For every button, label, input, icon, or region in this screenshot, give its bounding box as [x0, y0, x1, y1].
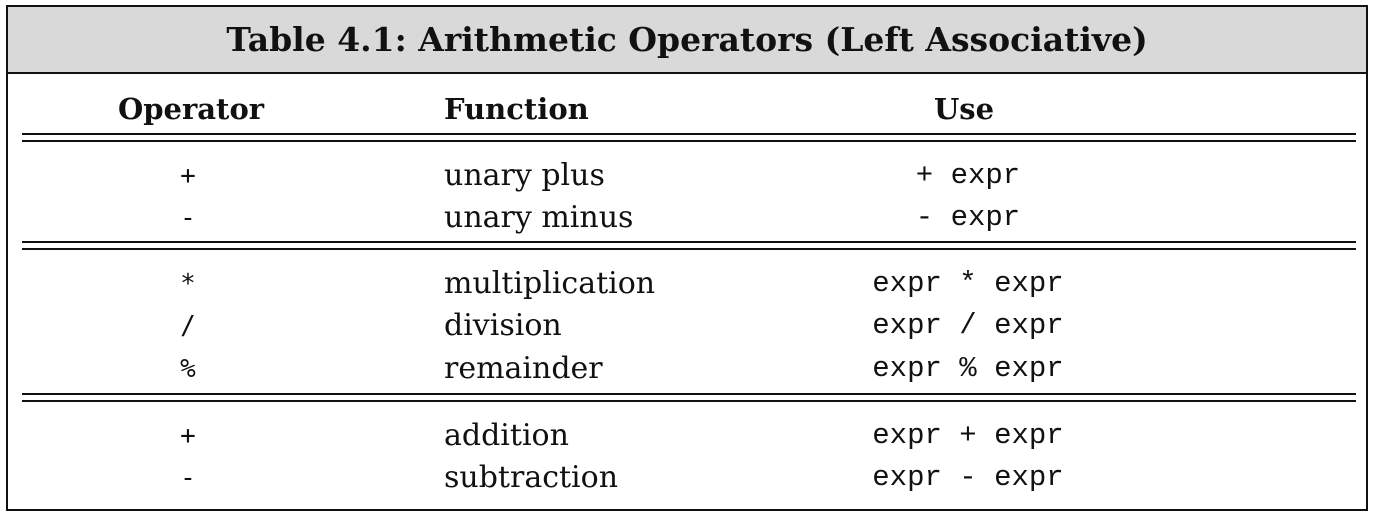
- use-cell: + expr: [915, 159, 1021, 192]
- table-title: Table 4.1: Arithmetic Operators (Left As…: [8, 7, 1366, 74]
- operator-cell: +: [180, 421, 196, 451]
- header-divider: [22, 133, 1356, 142]
- use-cell: expr % expr: [872, 352, 1064, 385]
- group-divider: [22, 241, 1356, 250]
- operator-cell: +: [180, 161, 196, 191]
- use-cell: - expr: [915, 201, 1021, 234]
- function-cell: division: [444, 308, 562, 343]
- function-cell: unary minus: [444, 200, 634, 235]
- operator-cell: *: [180, 269, 196, 299]
- use-cell: expr - expr: [872, 461, 1064, 494]
- column-header-use: Use: [934, 92, 995, 126]
- table-row: + unary plus + expr: [8, 155, 1366, 197]
- table-row: % remainder expr % expr: [8, 348, 1366, 390]
- function-cell: addition: [444, 418, 569, 453]
- use-cell: expr / expr: [872, 309, 1064, 342]
- table-row: * multiplication expr * expr: [8, 263, 1366, 305]
- operator-cell: -: [180, 203, 196, 233]
- function-cell: subtraction: [444, 460, 619, 495]
- function-cell: multiplication: [444, 266, 656, 301]
- table-row: - unary minus - expr: [8, 197, 1366, 239]
- table-row: + addition expr + expr: [8, 415, 1366, 457]
- table-row: - subtraction expr - expr: [8, 457, 1366, 499]
- table-row: / division expr / expr: [8, 305, 1366, 347]
- function-cell: unary plus: [444, 158, 605, 193]
- use-cell: expr * expr: [872, 267, 1064, 300]
- operator-cell: /: [180, 311, 196, 341]
- column-header-operator: Operator: [118, 92, 265, 126]
- operator-cell: %: [180, 354, 196, 384]
- use-cell: expr + expr: [872, 419, 1064, 452]
- column-header-function: Function: [444, 92, 589, 126]
- function-cell: remainder: [444, 351, 603, 386]
- group-divider: [22, 393, 1356, 402]
- operator-cell: -: [180, 463, 196, 493]
- operators-table: Table 4.1: Arithmetic Operators (Left As…: [6, 5, 1368, 511]
